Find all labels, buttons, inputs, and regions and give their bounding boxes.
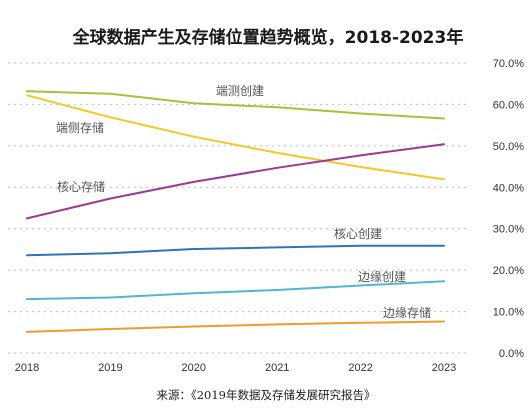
y-tick-label: 10.0% — [493, 307, 524, 319]
x-tick-label: 2022 — [348, 362, 372, 374]
series-line-4 — [26, 244, 445, 257]
series-label-6: 边缘存储 — [383, 305, 431, 320]
x-axis-ticks: 2018 2019 2020 2021 2022 2023 — [15, 362, 456, 374]
series-line-3 — [26, 143, 445, 220]
chart-title: 全球数据产生及存储位置趋势概览，2018-2023年 — [72, 27, 464, 48]
y-tick-label: 70.0% — [493, 58, 524, 70]
series-label-1: 端测创建 — [216, 84, 264, 98]
y-tick-label: 40.0% — [493, 182, 524, 194]
grid-lines — [8, 62, 470, 354]
y-tick-label: 0.0% — [499, 348, 524, 360]
series-label-5: 边缘创建 — [358, 270, 406, 284]
x-tick-label: 2021 — [265, 362, 289, 374]
series-line-2 — [26, 94, 445, 181]
x-tick-label: 2023 — [432, 362, 456, 374]
series-line-1 — [26, 90, 445, 120]
x-tick-label: 2019 — [98, 362, 122, 374]
source-note: 来源：《2019年数据及存储发展研究报告》 — [156, 388, 375, 402]
series-label-2: 端侧存储 — [56, 120, 104, 135]
y-tick-label: 30.0% — [493, 224, 524, 236]
y-tick-label: 60.0% — [493, 99, 524, 111]
series-line-5 — [26, 280, 445, 301]
series-line-6 — [26, 320, 445, 333]
series-lines — [26, 90, 445, 333]
y-axis-ticks: 0.0% 10.0% 20.0% 30.0% 40.0% 50.0% 60.0% 70.0% — [493, 58, 524, 360]
series-label-4: 核心创建 — [334, 227, 382, 241]
x-tick-label: 2020 — [182, 362, 206, 374]
y-tick-label: 50.0% — [493, 141, 524, 153]
y-tick-label: 20.0% — [493, 265, 524, 277]
series-label-3: 核心存储 — [57, 179, 105, 194]
x-tick-label: 2018 — [15, 362, 39, 374]
